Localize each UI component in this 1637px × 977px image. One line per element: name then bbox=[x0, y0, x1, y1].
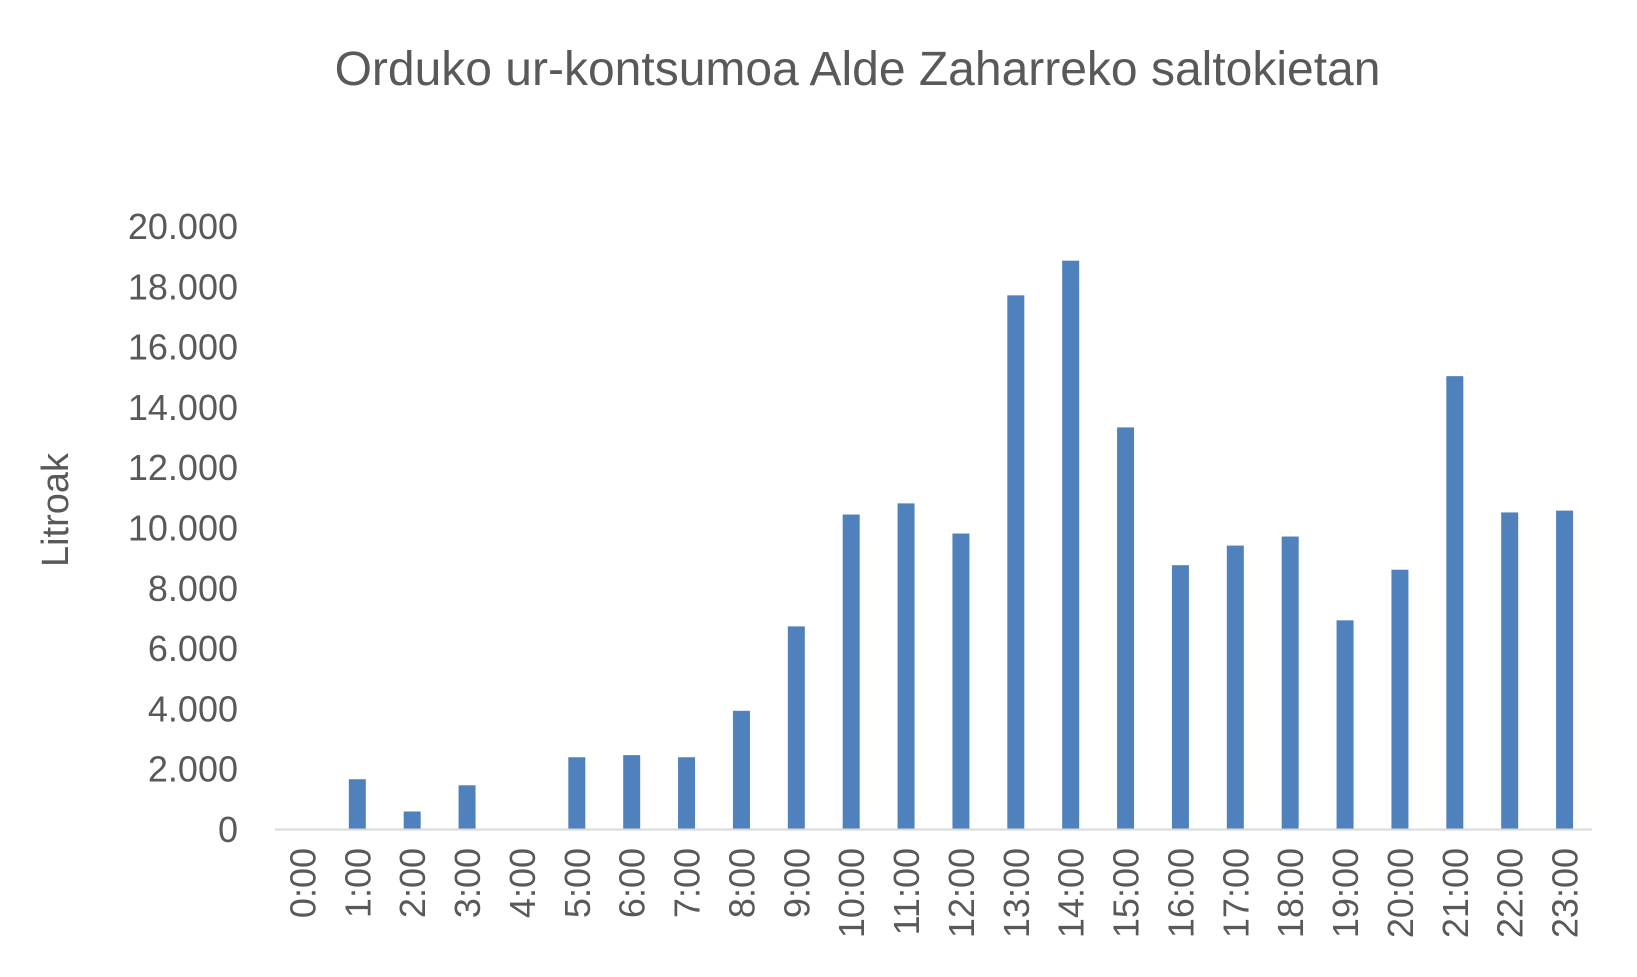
y-tick-label: 20.000 bbox=[128, 206, 238, 247]
y-tick-label: 16.000 bbox=[128, 327, 238, 368]
x-tick-label: 17:00 bbox=[1215, 848, 1256, 938]
x-tick-label: 16:00 bbox=[1160, 848, 1201, 938]
bar-3:00 bbox=[458, 785, 476, 829]
bar-7:00 bbox=[678, 757, 696, 829]
x-tick-label: 3:00 bbox=[447, 848, 488, 918]
y-tick-label: 14.000 bbox=[128, 387, 238, 428]
x-tick-label: 8:00 bbox=[721, 848, 762, 918]
bar-13:00 bbox=[1007, 295, 1025, 830]
x-tick-label: 20:00 bbox=[1380, 848, 1421, 938]
x-tick-label: 9:00 bbox=[776, 848, 817, 918]
bar-17:00 bbox=[1226, 545, 1244, 829]
x-tick-label: 1:00 bbox=[337, 848, 378, 918]
x-tick-label: 22:00 bbox=[1490, 848, 1531, 938]
x-tick-label: 21:00 bbox=[1435, 848, 1476, 938]
bar-16:00 bbox=[1171, 565, 1189, 829]
y-axis-ticks: 0 2.000 4.000 6.000 8.000 10.000 12.000 14.000 1… bbox=[128, 206, 238, 850]
x-tick-label: 19:00 bbox=[1325, 848, 1366, 938]
x-tick-label: 10:00 bbox=[831, 848, 872, 938]
y-tick-label: 8.000 bbox=[148, 568, 238, 609]
bar-20:00 bbox=[1391, 569, 1409, 829]
bar-2:00 bbox=[403, 811, 421, 829]
y-tick-label: 2.000 bbox=[148, 749, 238, 790]
bar-18:00 bbox=[1281, 536, 1299, 829]
y-tick-label: 18.000 bbox=[128, 266, 238, 307]
x-tick-label: 13:00 bbox=[996, 848, 1037, 938]
bar-14:00 bbox=[1062, 260, 1080, 829]
bar-21:00 bbox=[1446, 376, 1464, 829]
bar-15:00 bbox=[1117, 427, 1135, 829]
x-tick-label: 11:00 bbox=[886, 848, 927, 935]
bar-12:00 bbox=[952, 533, 970, 829]
x-tick-label: 0:00 bbox=[282, 848, 323, 918]
bar-23:00 bbox=[1556, 510, 1574, 829]
y-tick-label: 0 bbox=[218, 809, 238, 850]
bar-9:00 bbox=[787, 626, 805, 829]
x-tick-label: 2:00 bbox=[392, 848, 433, 918]
x-tick-label: 6:00 bbox=[612, 848, 653, 918]
y-tick-label: 6.000 bbox=[148, 628, 238, 669]
x-tick-label: 14:00 bbox=[1051, 848, 1092, 938]
bar-5:00 bbox=[568, 757, 586, 829]
x-tick-label: 18:00 bbox=[1270, 848, 1311, 938]
y-tick-label: 12.000 bbox=[128, 447, 238, 488]
y-tick-label: 4.000 bbox=[148, 688, 238, 729]
bar-1:00 bbox=[348, 779, 366, 829]
x-tick-label: 12:00 bbox=[941, 848, 982, 938]
bar-11:00 bbox=[897, 503, 915, 829]
x-axis-ticks: 0:00 1:00 2:00 3:00 4:00 5:00 6:00 7:00 8:00 9:00… bbox=[282, 848, 1585, 938]
chart-title: Orduko ur-kontsumoa Alde Zaharreko salto… bbox=[334, 43, 1381, 96]
x-tick-label: 5:00 bbox=[557, 848, 598, 918]
x-tick-label: 7:00 bbox=[667, 848, 708, 918]
bar-22:00 bbox=[1501, 512, 1519, 829]
bar-10:00 bbox=[842, 514, 860, 829]
y-axis-title: Litroak bbox=[35, 452, 77, 567]
bar-series bbox=[348, 260, 1574, 830]
x-tick-label: 23:00 bbox=[1545, 848, 1586, 938]
bar-6:00 bbox=[623, 755, 641, 829]
x-tick-label: 15:00 bbox=[1106, 848, 1147, 938]
y-tick-label: 10.000 bbox=[128, 508, 238, 549]
x-tick-label: 4:00 bbox=[502, 848, 543, 918]
bar-8:00 bbox=[732, 710, 750, 829]
bar-19:00 bbox=[1336, 620, 1354, 829]
